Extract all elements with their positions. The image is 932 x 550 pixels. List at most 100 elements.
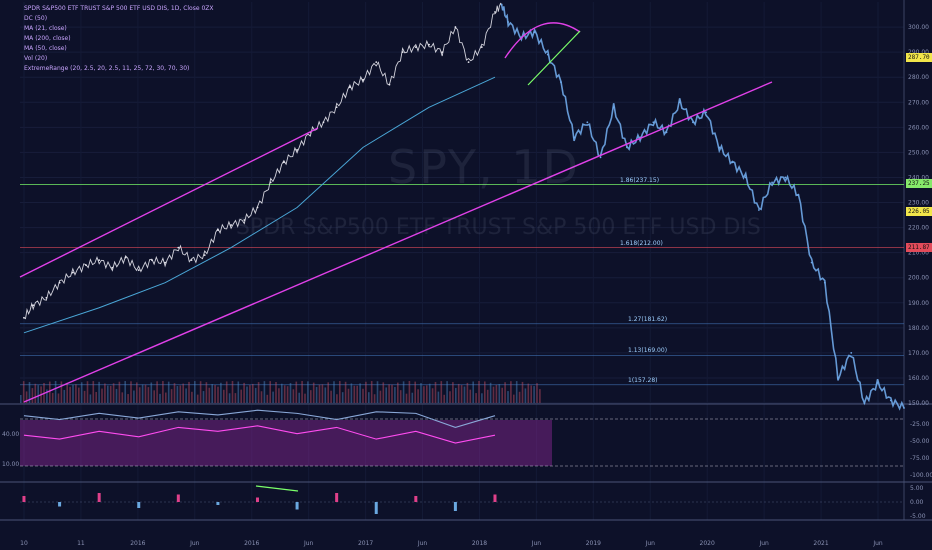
volume-bar	[60, 381, 63, 403]
volume-bar	[452, 382, 454, 403]
volume-bar	[414, 381, 416, 403]
volume-bar	[408, 381, 411, 403]
volume-bar	[336, 394, 338, 403]
volume-bar	[539, 389, 541, 403]
x-tick-label: 2016	[244, 540, 259, 547]
volume-bar	[188, 381, 190, 403]
volume-bar	[440, 381, 443, 403]
volume-bar	[370, 381, 373, 403]
legend-item[interactable]: MA (50, close)	[24, 45, 67, 52]
histogram-pane	[20, 493, 904, 514]
volume-bar	[78, 387, 80, 403]
volume-bar	[388, 384, 390, 403]
volume-bar	[466, 382, 469, 403]
legend-item[interactable]: ExtremeRange (20, 2.5, 20, 2.5, 11, 25, …	[24, 65, 190, 72]
volume-bar	[307, 381, 309, 403]
legend-item[interactable]: Vol (20)	[24, 55, 48, 62]
price-point	[414, 46, 417, 49]
price-point	[507, 21, 510, 23]
price-point	[889, 399, 892, 402]
volume-bar	[243, 382, 245, 403]
volume-bar	[501, 387, 503, 403]
y-tick-label: 190.00	[908, 300, 929, 307]
price-point	[362, 78, 364, 81]
y-tick-label: 160.00	[908, 375, 929, 382]
price-point	[678, 101, 681, 104]
price-point	[217, 229, 219, 231]
volume-bar	[252, 383, 254, 403]
volume-bar	[475, 393, 477, 403]
volume-bar	[202, 391, 205, 403]
volume-bar	[333, 381, 335, 403]
x-tick-label: 11	[77, 540, 85, 547]
price-point	[546, 53, 549, 56]
price-point	[494, 11, 496, 13]
volume-bar	[194, 381, 196, 403]
volume-bar	[521, 381, 524, 403]
price-point	[375, 61, 378, 64]
price-point	[428, 43, 430, 46]
osc-band	[20, 420, 552, 466]
volume-bar	[312, 382, 315, 403]
volume-bar	[460, 385, 463, 403]
x-tick-label: 2017	[358, 540, 373, 547]
price-series	[20, 2, 905, 411]
legend-item[interactable]: MA (200, close)	[24, 35, 71, 42]
volume-bar	[301, 381, 303, 403]
x-tick-label: 2021	[813, 540, 828, 547]
legend-item[interactable]: MA (21, close)	[24, 25, 67, 32]
volume-bar	[150, 382, 153, 403]
volume-bar	[495, 384, 498, 403]
y-tick-label: 180.00	[908, 325, 929, 332]
volume-bar	[228, 393, 231, 403]
price-point	[586, 121, 589, 124]
volume-bar	[196, 394, 199, 403]
price-point	[177, 246, 180, 249]
volume-bar	[507, 391, 509, 403]
price-point	[599, 156, 602, 159]
volume-bar	[234, 393, 237, 403]
volume-bar	[51, 392, 54, 403]
price-point	[335, 106, 338, 109]
volume-bar	[20, 395, 22, 403]
price-point	[810, 261, 813, 264]
y-tick-label: 240.00	[908, 174, 929, 181]
volume-bar	[341, 392, 344, 403]
y-tick-label: 270.00	[908, 99, 929, 106]
price-tag: 226.05	[906, 207, 932, 217]
volume-bar	[147, 387, 150, 403]
volume-bar	[455, 387, 457, 403]
price-point	[98, 259, 101, 262]
volume-bar	[130, 381, 132, 403]
volume-bar	[420, 383, 422, 403]
volume-bar	[191, 391, 193, 403]
price-point	[467, 61, 470, 64]
trendlines	[19, 22, 773, 492]
volume-bar	[75, 384, 77, 403]
volume-bar	[185, 388, 187, 403]
volume-bar	[324, 387, 327, 403]
y-tick-label: 280.00	[908, 74, 929, 81]
volume-bar	[368, 392, 370, 403]
price-point	[322, 121, 325, 124]
price-point	[71, 271, 74, 274]
price-point	[32, 304, 35, 307]
volume-bar	[373, 394, 376, 403]
x-tick-label: 2018	[472, 540, 487, 547]
y-tick-label: 170.00	[908, 350, 929, 357]
volume-bar	[211, 384, 213, 403]
price-point	[454, 26, 457, 28]
volume-bar	[237, 381, 240, 403]
legend-item[interactable]: DC (50)	[24, 15, 48, 22]
legend-title[interactable]: SPDR S&P500 ETF TRUST S&P 500 ETF USD DI…	[24, 5, 214, 12]
volume-bar	[278, 388, 280, 403]
volume-bar	[249, 385, 251, 403]
osc-tick-label: -25.00	[910, 421, 930, 428]
lower-channel-line	[23, 81, 773, 403]
price-point	[771, 181, 773, 184]
fib-levels	[20, 184, 904, 386]
price-point	[164, 261, 167, 264]
hist-bar	[97, 493, 101, 502]
